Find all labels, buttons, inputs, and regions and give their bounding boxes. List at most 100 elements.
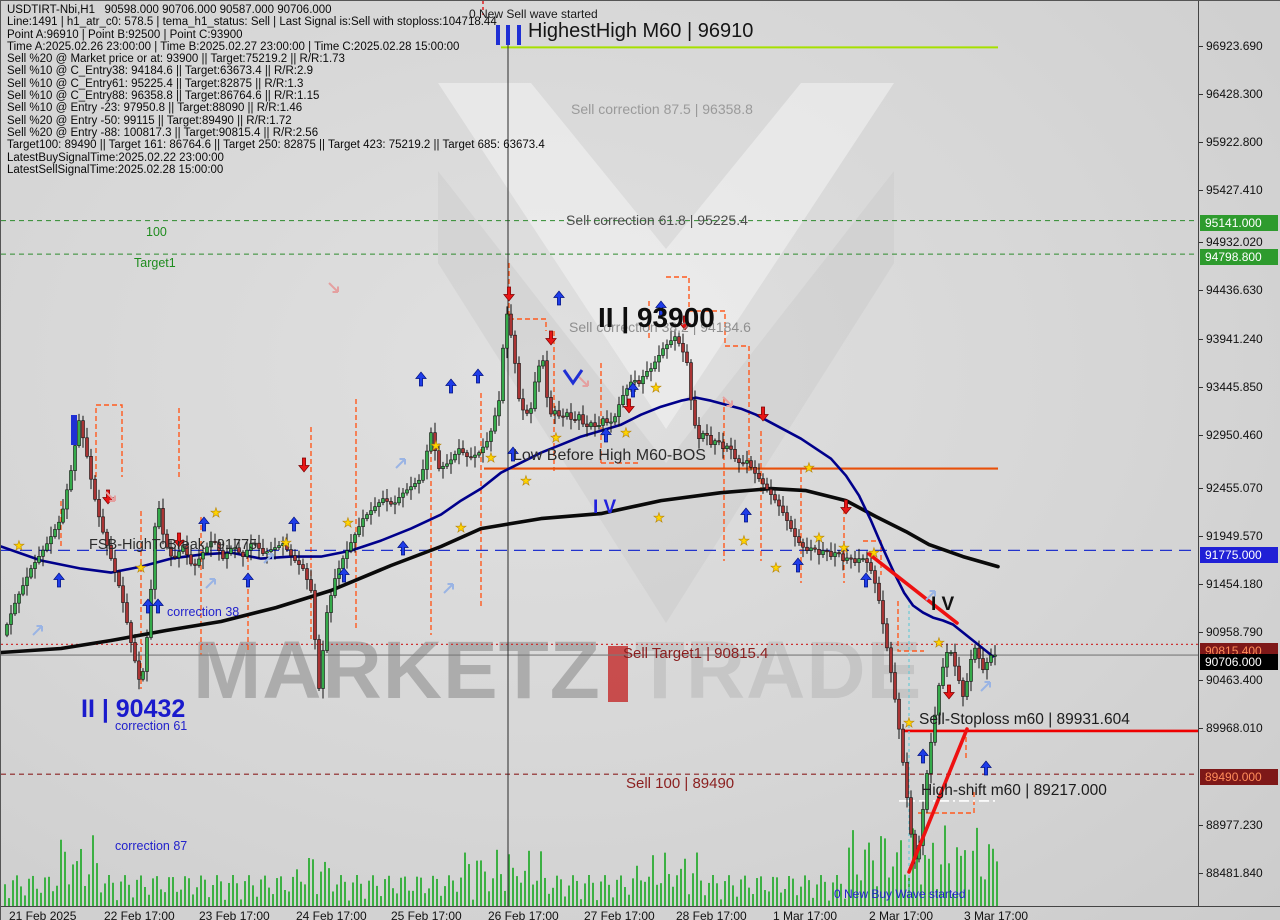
candle-up: [809, 547, 813, 551]
wave2-93900-label: II | 93900: [598, 302, 715, 333]
volume-bar: [912, 828, 914, 906]
candle-up: [661, 348, 665, 356]
sell-100-label: Sell 100 | 89490: [626, 775, 735, 792]
sell-target1-label: Sell Target1 | 90815.4: [623, 645, 769, 662]
candle-up: [381, 498, 385, 503]
volume-bar: [124, 875, 126, 906]
volume-bar: [380, 896, 382, 906]
volume-bar: [904, 874, 906, 906]
candle-up: [937, 685, 941, 716]
volume-bar: [520, 882, 522, 906]
candle-down: [105, 531, 109, 546]
volume-bar: [384, 879, 386, 906]
candle-up: [821, 550, 825, 555]
price-label: 88977.230: [1206, 818, 1263, 832]
volume-bar: [136, 879, 138, 906]
price-axis[interactable]: 96923.690 96428.300 95922.800 95427.410 9493…: [1198, 1, 1280, 906]
volume-bar: [884, 838, 886, 906]
candle-down: [241, 551, 245, 557]
sar-segment: [897, 601, 924, 652]
buy-arrow-icon: [980, 760, 992, 776]
volume-bar: [316, 894, 318, 906]
price-badge: 89490.000: [1200, 769, 1278, 785]
candle-down: [685, 351, 689, 363]
buy-arrow-icon: [338, 567, 350, 583]
volume-bar: [596, 900, 598, 906]
axis-tick: [1199, 728, 1203, 729]
candle-up: [921, 809, 925, 846]
volume-bar: [52, 891, 54, 906]
candle-up: [421, 469, 425, 481]
info-line: Sell %10 @ Entry -23: 97950.8 || Target:…: [7, 102, 303, 115]
candle-down: [693, 399, 697, 426]
volume-bar: [80, 848, 82, 906]
candle-down: [869, 562, 873, 571]
candle-down: [113, 558, 117, 573]
candle-down: [173, 555, 177, 558]
volume-bar: [828, 900, 830, 906]
candle-down: [309, 579, 313, 591]
trend-line[interactable]: [907, 727, 969, 874]
volume-bar: [968, 889, 970, 906]
volume-bar: [104, 883, 106, 906]
volume-bar: [208, 897, 210, 906]
candle-down: [801, 542, 805, 548]
candle-up: [397, 497, 401, 504]
info-line: Sell %10 @ C_Entry38: 94184.6 || Target:…: [7, 65, 313, 78]
volume-bar: [480, 860, 482, 906]
candle-up: [845, 557, 849, 561]
candle-up: [725, 445, 729, 449]
volume-bar: [244, 881, 246, 906]
candle-down: [469, 456, 473, 459]
volume-bar: [100, 892, 102, 906]
vertical-lines: [482, 1, 910, 906]
volume-bar: [712, 875, 714, 906]
star-icon: ★: [770, 560, 782, 575]
volume-bar: [932, 842, 934, 906]
candle-down: [901, 728, 905, 763]
volume-bar: [456, 891, 458, 906]
time-axis[interactable]: 21 Feb 2025 22 Feb 17:00 23 Feb 17:00 24 Fe…: [1, 906, 1280, 920]
volume-bar: [64, 851, 66, 906]
price-badge: 94798.800: [1200, 249, 1278, 265]
candle-up: [713, 440, 717, 445]
volume-bar: [940, 864, 942, 906]
volume-bar: [120, 881, 122, 906]
sar-segment: [95, 404, 123, 477]
info-line: LatestBuySignalTime:2025.02.22 23:00:00: [7, 151, 224, 164]
volume-bar: [680, 868, 682, 906]
trend-lines[interactable]: [867, 552, 969, 874]
candle-down: [737, 458, 741, 463]
candle-up: [361, 518, 365, 527]
candle-down: [221, 550, 225, 559]
volume-bar: [704, 895, 706, 906]
candle-up: [141, 671, 145, 680]
volume-bar: [860, 880, 862, 906]
volume-bar: [172, 877, 174, 906]
volume-bar: [544, 877, 546, 906]
buy-arrow-icon: [740, 507, 752, 523]
candle-up: [57, 521, 61, 530]
candle-up: [333, 578, 337, 596]
candle-down: [849, 557, 853, 560]
sell-arrow-icon: [943, 684, 955, 700]
trend-line[interactable]: [867, 552, 959, 625]
volume-bar: [780, 892, 782, 906]
volume-bar: [944, 825, 946, 906]
star-icon: ★: [838, 540, 850, 555]
volume-bar: [624, 887, 626, 906]
candle-down: [109, 545, 113, 559]
ne-arrow-icon: [980, 681, 991, 692]
volume-bar: [96, 863, 98, 906]
date-label: 24 Feb 17:00: [296, 909, 367, 920]
candle-down: [825, 550, 829, 553]
candle-up: [669, 340, 673, 346]
volume-bar: [632, 878, 634, 906]
candle-down: [261, 548, 265, 554]
volume-bar: [500, 874, 502, 906]
candle-up: [553, 410, 557, 415]
se-arrow-icon: [328, 282, 339, 293]
sell-arrow-icon: [503, 286, 515, 302]
high-shift-label: High-shift m60 | 89217.000: [921, 782, 1107, 799]
